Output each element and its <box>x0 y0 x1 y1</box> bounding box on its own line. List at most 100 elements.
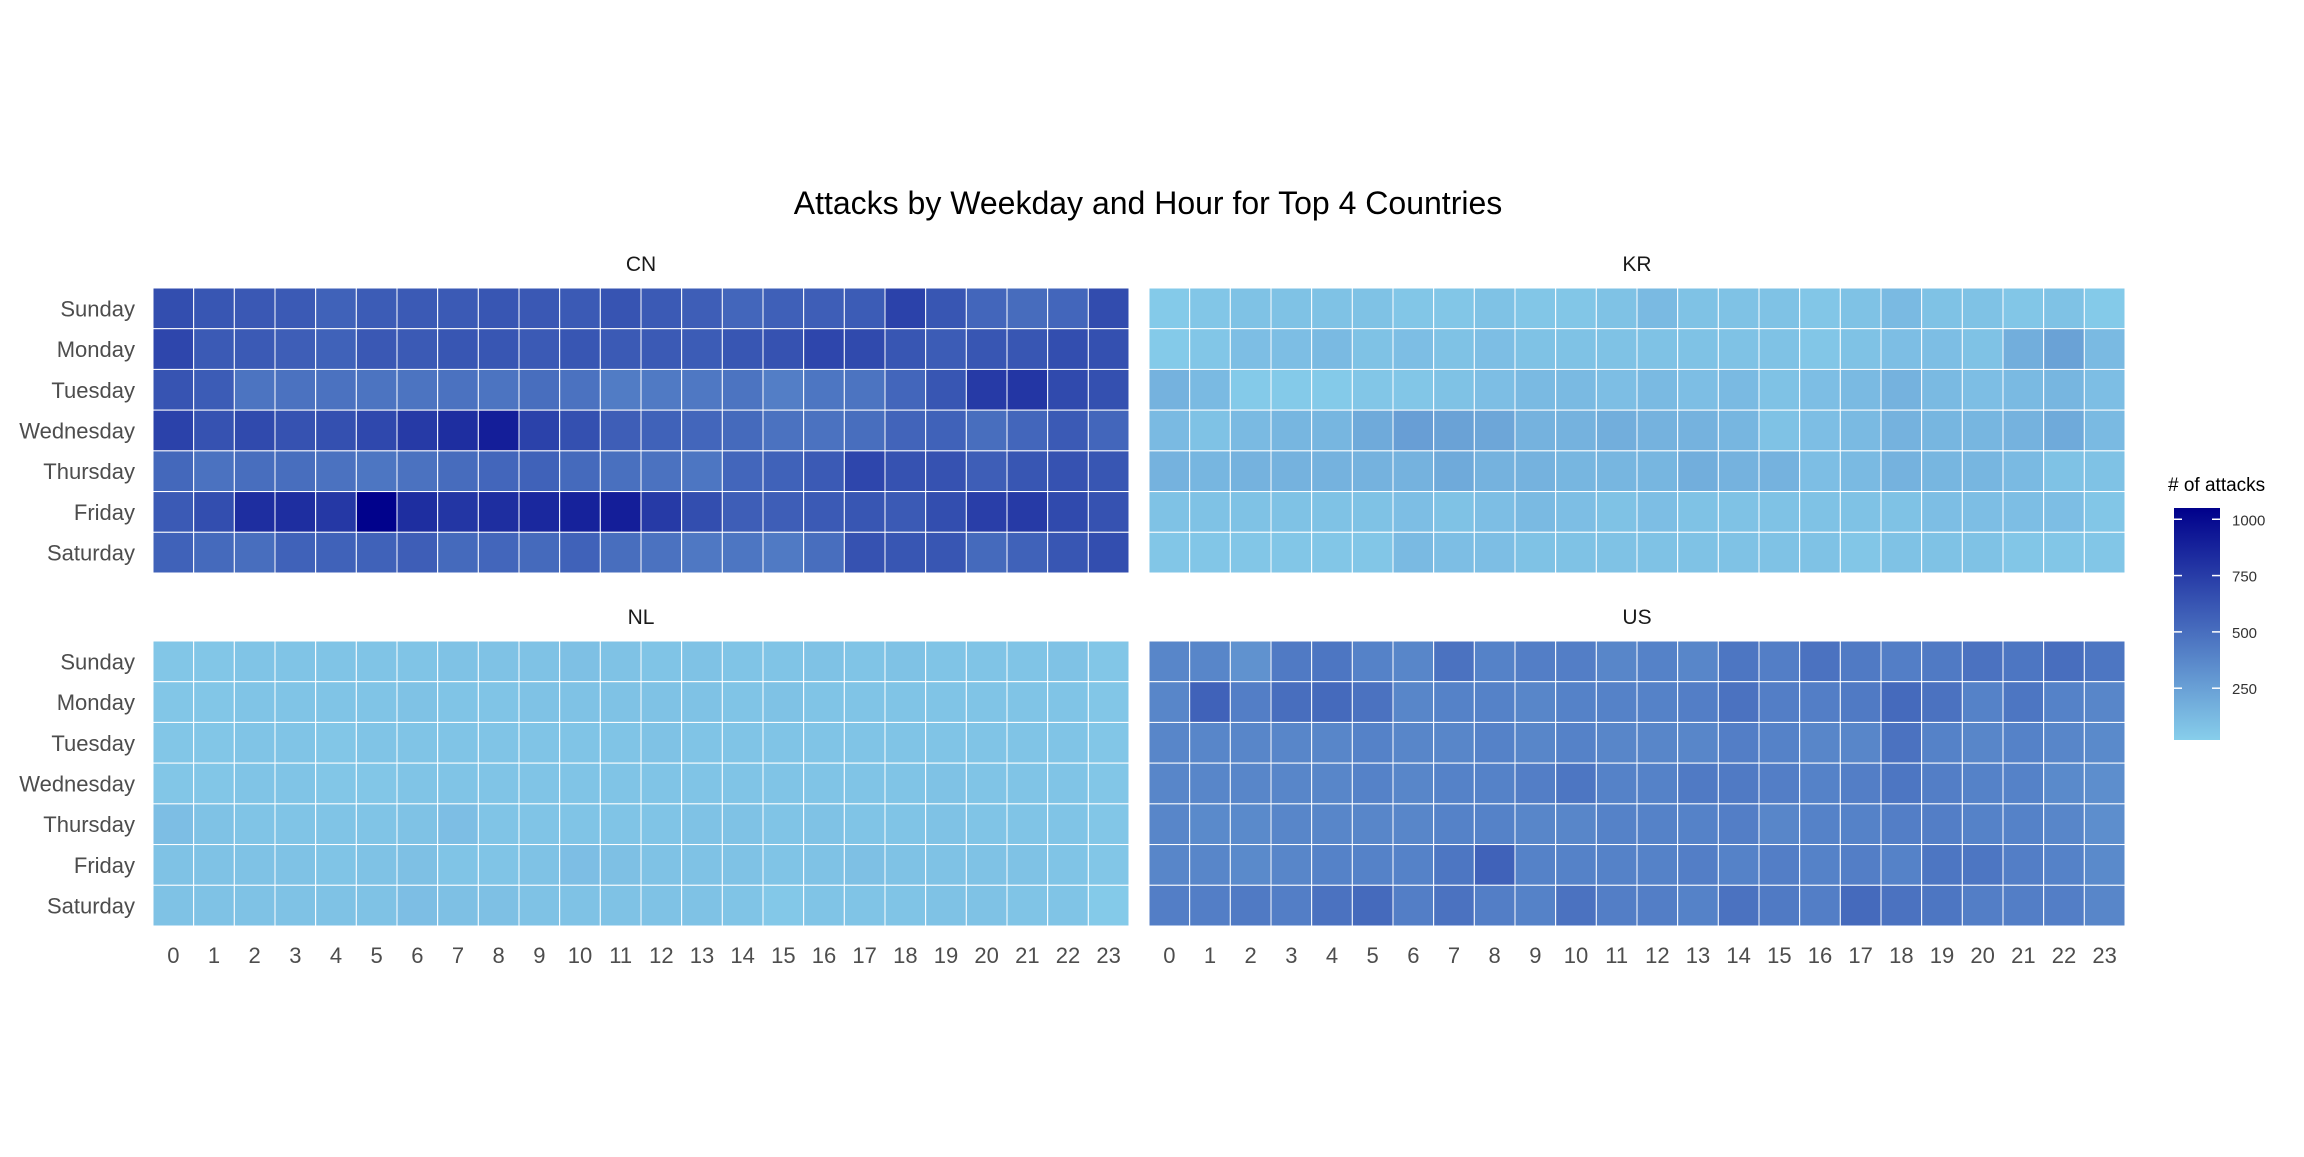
heatmap-cell <box>274 450 317 493</box>
heatmap-cell <box>477 368 520 411</box>
y-tick-label: Tuesday <box>51 378 135 403</box>
heatmap-cell <box>1677 640 1719 683</box>
heatmap-cell <box>1880 287 1923 330</box>
x-tick-label: 13 <box>1686 943 1710 968</box>
heatmap-cell <box>1595 640 1638 683</box>
panel-strip-label: US <box>1622 606 1651 629</box>
heatmap-cell <box>843 721 886 764</box>
heatmap-cell <box>152 762 195 805</box>
y-tick-label: Tuesday <box>51 731 135 756</box>
x-tick-label: 16 <box>812 943 836 968</box>
heatmap-cell <box>721 762 764 805</box>
heatmap-cell <box>721 803 764 846</box>
heatmap-cell <box>1758 884 1801 927</box>
heatmap-cell <box>559 721 601 764</box>
heatmap-cell <box>1839 531 1882 574</box>
heatmap-cell <box>762 681 805 723</box>
heatmap-cell <box>1921 368 1963 411</box>
heatmap-cell <box>2043 844 2085 886</box>
heatmap-cell <box>925 409 967 452</box>
heatmap-cell <box>1473 531 1516 574</box>
heatmap-cell <box>1921 884 1963 927</box>
heatmap-cell <box>193 681 235 723</box>
heatmap-cell <box>884 368 927 411</box>
heatmap-cell <box>396 762 439 805</box>
heatmap-cell <box>640 409 683 452</box>
heatmap-cell <box>843 640 886 683</box>
heatmap-cell <box>518 844 561 886</box>
x-tick-label: 10 <box>1564 943 1588 968</box>
y-tick-label: Thursday <box>43 812 135 837</box>
heatmap-cell <box>965 721 1008 764</box>
heatmap-cell <box>437 491 479 533</box>
heatmap-cell <box>843 450 886 493</box>
heatmap-cell <box>355 491 398 533</box>
heatmap-cell <box>274 287 317 330</box>
heatmap-cell <box>437 368 479 411</box>
heatmap-cell <box>193 531 235 574</box>
heatmap-cell <box>1047 640 1089 683</box>
heatmap-cell <box>1636 409 1679 452</box>
heatmap-cell <box>1961 721 2004 764</box>
heatmap-cell <box>518 491 561 533</box>
heatmap-cell <box>2083 328 2126 370</box>
x-tick-label: 2 <box>249 943 261 968</box>
heatmap-cell <box>1392 328 1435 370</box>
heatmap-cell <box>681 803 723 846</box>
heatmap-cell <box>1433 409 1475 452</box>
heatmap-cell <box>1717 287 1760 330</box>
x-tick-label: 23 <box>1096 943 1120 968</box>
heatmap-cell <box>1595 409 1638 452</box>
heatmap-cell <box>884 762 927 805</box>
heatmap-cell <box>1351 681 1394 723</box>
heatmap-cell <box>721 368 764 411</box>
heatmap-cell <box>1921 531 1963 574</box>
heatmap-cell <box>884 884 927 927</box>
heatmap-cell <box>1555 681 1597 723</box>
heatmap-cell <box>1717 844 1760 886</box>
heatmap-cell <box>1514 681 1557 723</box>
heatmap-cell <box>1087 762 1130 805</box>
heatmap-cell <box>2083 844 2126 886</box>
heatmap-cell <box>1758 844 1801 886</box>
heatmap-cell <box>1555 803 1597 846</box>
heatmap-cell <box>1880 884 1923 927</box>
heatmap-cell <box>721 491 764 533</box>
heatmap-cell <box>925 681 967 723</box>
heatmap-cell <box>518 762 561 805</box>
heatmap-cell <box>2083 491 2126 533</box>
heatmap-cell <box>315 450 357 493</box>
heatmap-cell <box>1514 762 1557 805</box>
heatmap-cell <box>1758 368 1801 411</box>
heatmap-cell <box>1229 328 1272 370</box>
heatmap-cell <box>1799 450 1841 493</box>
heatmap-cell <box>355 640 398 683</box>
heatmap-cell <box>1799 681 1841 723</box>
heatmap-cell <box>1189 640 1231 683</box>
heatmap-cell <box>1433 681 1475 723</box>
heatmap-cell <box>1433 844 1475 886</box>
heatmap-cell <box>1473 409 1516 452</box>
heatmap-cell <box>1799 844 1841 886</box>
heatmap-cell <box>1473 721 1516 764</box>
heatmap-cell <box>1148 681 1191 723</box>
heatmap-cell <box>640 491 683 533</box>
heatmap-cell <box>274 884 317 927</box>
heatmap-cell <box>559 884 601 927</box>
y-tick-label: Friday <box>74 853 135 878</box>
heatmap-cell <box>152 721 195 764</box>
heatmap-cell <box>152 884 195 927</box>
heatmap-cell <box>681 844 723 886</box>
heatmap-cell <box>355 844 398 886</box>
heatmap-cell <box>477 844 520 886</box>
heatmap-cell <box>762 409 805 452</box>
heatmap-cell <box>721 409 764 452</box>
heatmap-cell <box>1880 450 1923 493</box>
x-tick-label: 0 <box>167 943 179 968</box>
heatmap-cell <box>315 762 357 805</box>
heatmap-cell <box>640 884 683 927</box>
x-tick-label: 12 <box>649 943 673 968</box>
heatmap-cell <box>2002 681 2045 723</box>
heatmap-cell <box>437 450 479 493</box>
heatmap-cell <box>1595 450 1638 493</box>
